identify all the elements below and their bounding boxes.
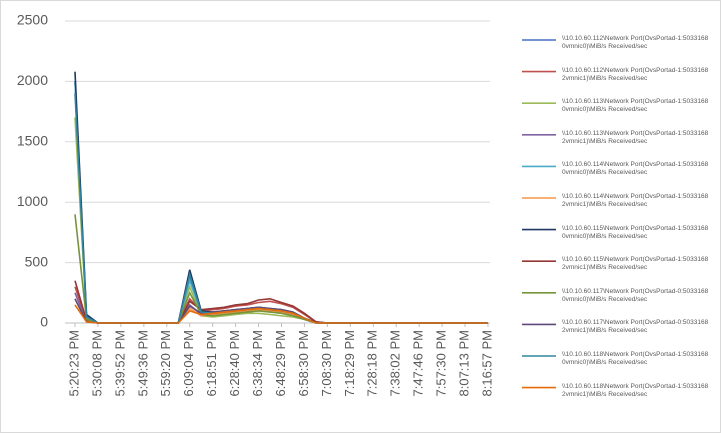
x-tick-label: 7:47:46 PM [411, 330, 426, 397]
legend-label: \\10.10.60.114\Network Port(OvsPortad-1:… [562, 161, 709, 177]
series-line [74, 304, 488, 324]
legend-label: \\10.10.60.117\Network Port(OvsPortad-0:… [562, 287, 709, 303]
legend-label: \\10.10.60.115\Network Port(OvsPortad-1:… [562, 256, 709, 272]
x-tick-label: 8:16:57 PM [479, 330, 494, 397]
y-tick-label: 1000 [17, 193, 48, 209]
x-tick-label: 7:57:30 PM [434, 330, 449, 397]
x-tick-label: 6:38:34 PM [250, 330, 265, 397]
legend-label: \\10.10.60.118\Network Port(OvsPortad-1:… [562, 351, 709, 366]
y-tick-label: 2000 [17, 72, 48, 88]
x-tick-label: 6:58:30 PM [296, 330, 311, 397]
x-tick-label: 7:28:18 PM [365, 330, 380, 397]
legend-label: \\10.10.60.115\Network Port(OvsPortad-1:… [562, 224, 709, 240]
y-tick-label: 2500 [17, 12, 48, 28]
x-tick-label: 8:07:13 PM [456, 330, 471, 397]
x-tick-label: 5:49:36 PM [135, 330, 150, 397]
legend-label: \\10.10.60.112\Network Port(OvsPortad-1:… [562, 35, 709, 50]
series-line [74, 286, 488, 324]
series-line [74, 292, 488, 324]
x-tick-label: 6:48:29 PM [273, 330, 288, 397]
series-line [74, 214, 488, 324]
legend-label: \\10.10.60.117\Network Port(OvsPortad-0:… [562, 319, 709, 335]
y-tick-label: 1500 [17, 133, 48, 149]
x-tick-label: 7:38:02 PM [388, 330, 403, 397]
x-tick-label: 7:08:30 PM [319, 330, 334, 397]
series-line [74, 117, 488, 324]
y-tick-label: 500 [25, 253, 49, 269]
x-tick-label: 5:59:20 PM [158, 330, 173, 397]
y-tick-label: 0 [40, 314, 48, 330]
x-tick-label: 6:28:40 PM [227, 330, 242, 397]
series-line [74, 280, 488, 324]
series-line [74, 93, 488, 324]
legend-label: \\10.10.60.113\Network Port(OvsPortad-1:… [562, 98, 709, 114]
x-tick-label: 6:09:04 PM [181, 330, 196, 397]
x-tick-label: 7:18:29 PM [342, 330, 357, 397]
series-line [74, 71, 488, 324]
x-tick-label: 6:18:51 PM [204, 330, 219, 397]
legend-label: \\10.10.60.112\Network Port(OvsPortad-1:… [562, 66, 709, 82]
x-tick-label: 5:30:08 PM [89, 330, 104, 397]
x-tick-label: 5:20:23 PM [66, 330, 81, 397]
legend-label: \\10.10.60.113\Network Port(OvsPortad-1:… [562, 129, 709, 145]
legend-label: \\10.10.60.114\Network Port(OvsPortad-1:… [562, 193, 709, 208]
x-tick-label: 5:39:52 PM [112, 330, 127, 397]
legend-label: \\10.10.60.118\Network Port(OvsPortad-1:… [562, 382, 709, 398]
